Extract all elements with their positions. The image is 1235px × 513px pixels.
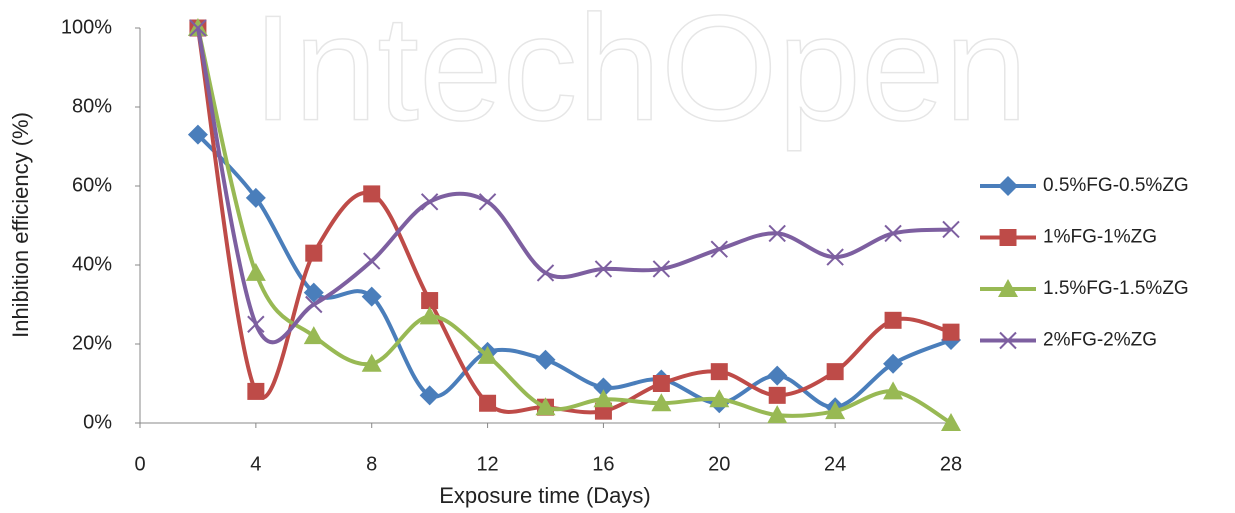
x-axis-label: Exposure time (Days) [439,483,651,508]
series-line [195,27,952,345]
legend-label: 2%FG-2%ZG [1043,330,1157,351]
data-point [187,124,208,145]
data-point [884,224,902,243]
data-point [593,377,614,398]
legend-marker [998,176,1018,196]
data-point [421,292,439,310]
data-point [710,363,728,381]
x-tick-label: 24 [824,453,846,475]
data-point [826,248,844,266]
x-tick-label: 12 [476,453,498,475]
data-point [651,393,672,412]
data-point [477,345,498,364]
data-point [247,315,265,333]
data-point [536,264,555,282]
data-point [826,363,844,381]
data-point [767,405,788,424]
data-point [478,193,497,211]
y-tick-label: 60% [72,174,112,196]
x-tick-label: 16 [592,453,614,475]
legend-label: 0.5%FG-0.5%ZG [1043,175,1189,196]
data-point [941,413,961,431]
data-point [363,185,381,203]
data-point [479,394,497,412]
y-tick-label: 80% [72,95,112,117]
data-point [419,385,440,406]
x-tick-label: 4 [250,453,261,475]
data-point [305,295,323,314]
legend-label: 1%FG-1%ZG [1043,227,1157,248]
data-point [535,349,556,370]
y-tick-label: 40% [72,253,112,275]
data-point [305,244,323,262]
data-point [363,252,381,270]
y-tick-label: 0% [83,411,112,433]
legend-marker [999,229,1017,246]
data-point [709,389,730,408]
data-point [942,323,960,341]
data-point [247,382,265,400]
data-point [825,401,846,420]
data-point [883,381,904,400]
data-point [884,311,902,329]
data-point [303,282,324,303]
y-axis-label: Inhibition efficiency (%) [8,112,33,338]
y-tick-label: 100% [61,16,112,38]
data-point [652,375,670,392]
x-tick-label: 0 [134,453,145,475]
data-point [535,397,556,416]
x-tick-label: 8 [366,453,377,475]
data-point [420,193,439,211]
data-point [652,260,671,278]
data-point [594,260,613,278]
data-point [189,19,207,37]
data-point [419,306,440,325]
data-point [361,286,382,307]
legend-marker [998,279,1018,297]
data-point [768,224,786,243]
data-point [767,365,788,386]
data-point [942,220,960,239]
data-point [303,326,324,345]
data-point [593,389,614,408]
x-tick-label: 28 [940,453,962,475]
legend-label: 1.5%FG-1.5%ZG [1043,278,1189,299]
data-point [768,386,786,404]
data-point [710,240,728,258]
data-point [245,262,266,281]
series-line [195,27,952,415]
data-point [245,187,266,208]
data-point [883,353,904,374]
data-point [361,353,382,372]
y-tick-label: 20% [72,332,112,354]
x-tick-label: 20 [708,453,730,475]
legend-marker [999,331,1017,350]
watermark: IntechOpen [252,0,1028,152]
